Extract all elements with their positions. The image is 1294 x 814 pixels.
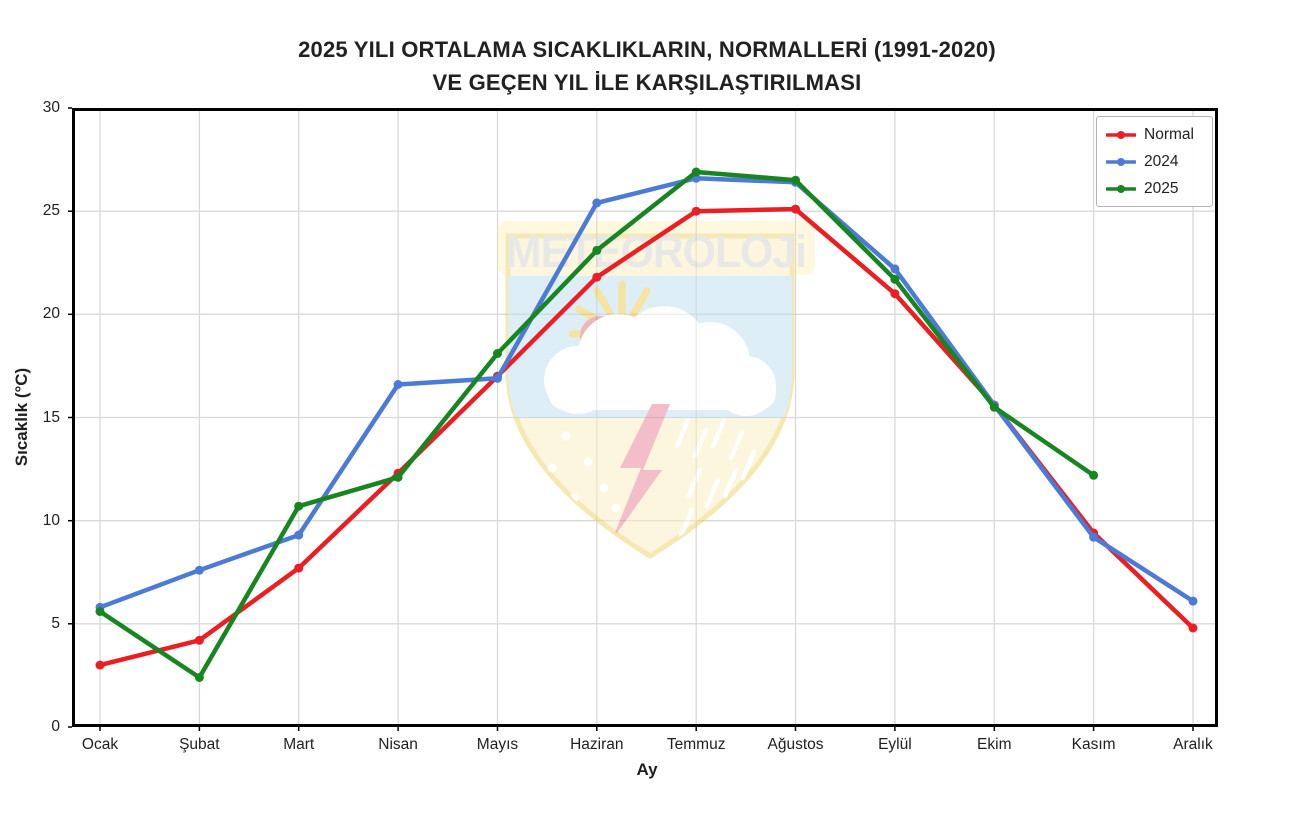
x-tick-label: Eylül bbox=[878, 736, 912, 753]
data-point bbox=[194, 565, 204, 575]
x-tick-label: Kasım bbox=[1071, 736, 1116, 753]
y-tick-label: 0 bbox=[51, 718, 60, 735]
data-point bbox=[890, 289, 900, 299]
x-tick-label: Temmuz bbox=[666, 736, 726, 753]
data-point bbox=[393, 380, 403, 389]
x-tick-label: Şubat bbox=[179, 736, 220, 753]
data-point bbox=[592, 272, 602, 282]
x-tick-label: Haziran bbox=[570, 736, 624, 753]
meteoroloji-watermark: METEOROLOJi bbox=[497, 221, 815, 559]
data-point bbox=[1089, 470, 1099, 480]
legend-item: Normal bbox=[1106, 124, 1204, 145]
data-point bbox=[890, 274, 900, 284]
y-tick-label: 25 bbox=[42, 202, 60, 220]
series-line-2024 bbox=[97, 175, 1196, 610]
legend-label: 2024 bbox=[1144, 152, 1179, 170]
legend-swatch bbox=[1106, 130, 1136, 139]
legend-item: 2024 bbox=[1106, 151, 1204, 172]
data-point bbox=[1188, 623, 1198, 633]
data-point bbox=[95, 660, 105, 670]
x-tick-label: Ocak bbox=[81, 736, 119, 753]
y-tick-label: 15 bbox=[42, 408, 60, 426]
chart-title-line1: 2025 YILI ORTALAMA SICAKLIKLARIN, NORMAL… bbox=[298, 37, 996, 62]
data-point bbox=[592, 198, 602, 208]
x-tick-label: Mayıs bbox=[476, 736, 519, 753]
data-point bbox=[493, 349, 502, 358]
data-point bbox=[294, 501, 304, 511]
data-point bbox=[1188, 596, 1198, 606]
data-point bbox=[691, 206, 701, 216]
legend-swatch bbox=[1106, 157, 1136, 166]
x-tick-label: Mart bbox=[283, 736, 315, 753]
data-point bbox=[194, 673, 204, 682]
y-tick-label: 10 bbox=[42, 511, 60, 529]
data-point bbox=[989, 402, 999, 412]
data-point bbox=[791, 175, 800, 185]
x-tick-label: Ağustos bbox=[767, 736, 824, 753]
x-axis-label: Ay bbox=[636, 760, 658, 779]
x-tick-label: Aralık bbox=[1173, 736, 1213, 753]
data-point bbox=[1089, 532, 1099, 542]
legend-label: 2025 bbox=[1144, 179, 1179, 197]
x-tick-label: Nisan bbox=[378, 736, 418, 753]
data-point bbox=[791, 204, 800, 214]
chart-title-line2: VE GEÇEN YIL İLE KARŞILAŞTIRILMASI bbox=[432, 70, 862, 95]
data-point bbox=[294, 563, 304, 573]
legend-label: Normal bbox=[1144, 125, 1194, 143]
legend-item: 2025 bbox=[1106, 178, 1204, 199]
x-tick-label: Ekim bbox=[977, 736, 1012, 753]
data-point bbox=[194, 635, 204, 645]
y-tick-label: 20 bbox=[42, 305, 60, 323]
legend-swatch bbox=[1106, 184, 1136, 193]
y-tick-label: 30 bbox=[42, 99, 60, 116]
legend: Normal 2024 2025 bbox=[1096, 116, 1213, 207]
chart-title: 2025 YILI ORTALAMA SICAKLIKLARIN, NORMAL… bbox=[0, 33, 1294, 99]
svg-text:METEOROLOJi: METEOROLOJi bbox=[506, 226, 806, 277]
data-point bbox=[890, 264, 900, 274]
data-point bbox=[95, 607, 105, 616]
data-point bbox=[393, 472, 403, 482]
data-point bbox=[592, 245, 602, 255]
data-point bbox=[691, 167, 701, 177]
y-tick-label: 5 bbox=[51, 614, 60, 632]
data-point bbox=[294, 530, 304, 540]
data-point bbox=[493, 373, 502, 383]
